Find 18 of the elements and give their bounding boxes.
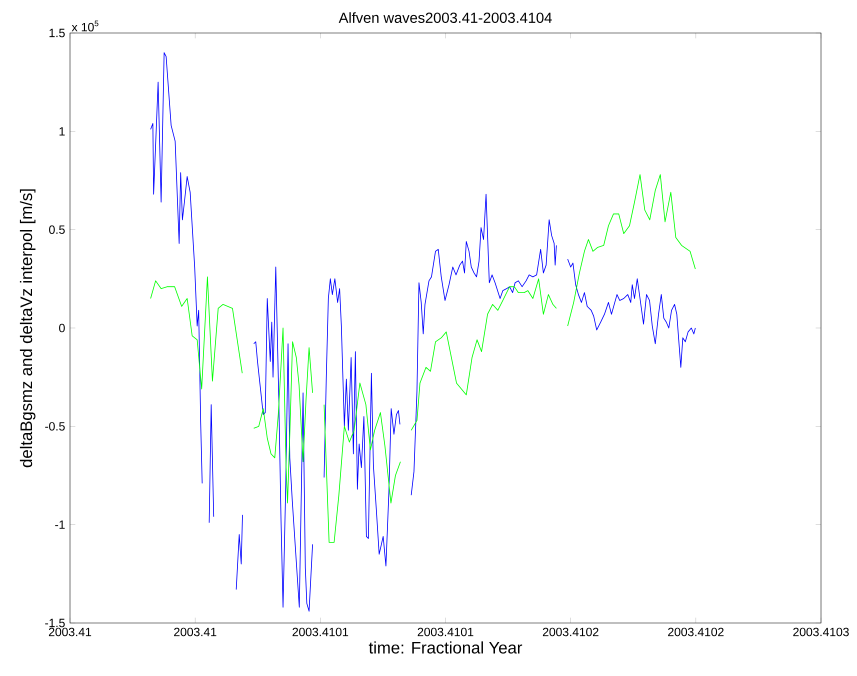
chart-title: Alfven waves2003.41-2003.4104 bbox=[338, 12, 552, 23]
y-tick-label: 1 bbox=[60, 127, 65, 136]
y-tick-label: 0 bbox=[59, 324, 65, 332]
x-tick-label: 2003.4102 bbox=[668, 628, 724, 636]
x-axis-title: time: Fractional Year bbox=[368, 641, 522, 654]
x-tick-label: 2003.4103 bbox=[793, 628, 849, 636]
y-axis-title: deltaBgsmz and deltaVz interpol [m/s] bbox=[20, 189, 36, 468]
x-tick-label: 2003.4101 bbox=[418, 628, 474, 636]
text: x 10$^{5}$ bbox=[72, 20, 98, 32]
x-tick-label: 2003.41 bbox=[174, 628, 216, 636]
x-tick-label: 2003.4102 bbox=[542, 628, 598, 636]
x-tick-label: 2003.4101 bbox=[292, 628, 348, 636]
y-tick-label: 1.5 bbox=[50, 28, 65, 38]
y-tick-label: -0.5 bbox=[45, 422, 65, 431]
x-tick-label: 2003.41 bbox=[48, 628, 92, 636]
y-tick-label: -1 bbox=[55, 520, 65, 529]
y-tick-label: -1.5 bbox=[45, 618, 65, 628]
y-tick-label: 0.5 bbox=[49, 225, 65, 234]
